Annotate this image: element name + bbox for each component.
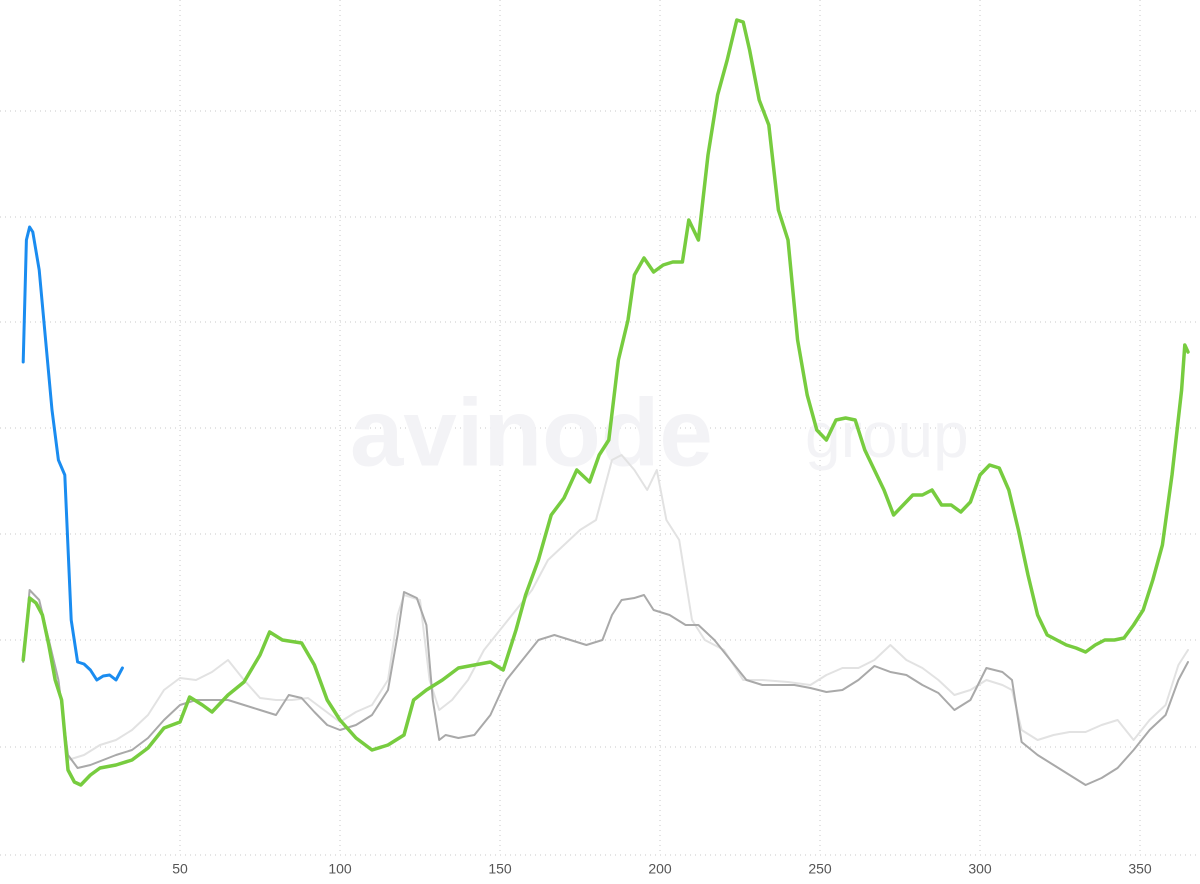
watermark: group — [805, 399, 969, 471]
x-tick-label: 350 — [1128, 861, 1152, 877]
x-tick-label: 150 — [488, 861, 512, 877]
series-line — [22, 589, 1189, 786]
x-tick-label: 300 — [968, 861, 992, 877]
watermark: avinode — [350, 379, 713, 486]
x-tick-label: 100 — [328, 861, 352, 877]
series-line — [21, 18, 1190, 787]
series-line — [21, 225, 124, 682]
labels: 50 100 150 200 250 300 350 — [172, 861, 1152, 877]
lines — [21, 18, 1190, 787]
x-tick-label: 200 — [648, 861, 672, 877]
x-tick-label: 250 — [808, 861, 832, 877]
series-line — [22, 454, 1189, 761]
x-tick-label: 50 — [172, 861, 188, 877]
